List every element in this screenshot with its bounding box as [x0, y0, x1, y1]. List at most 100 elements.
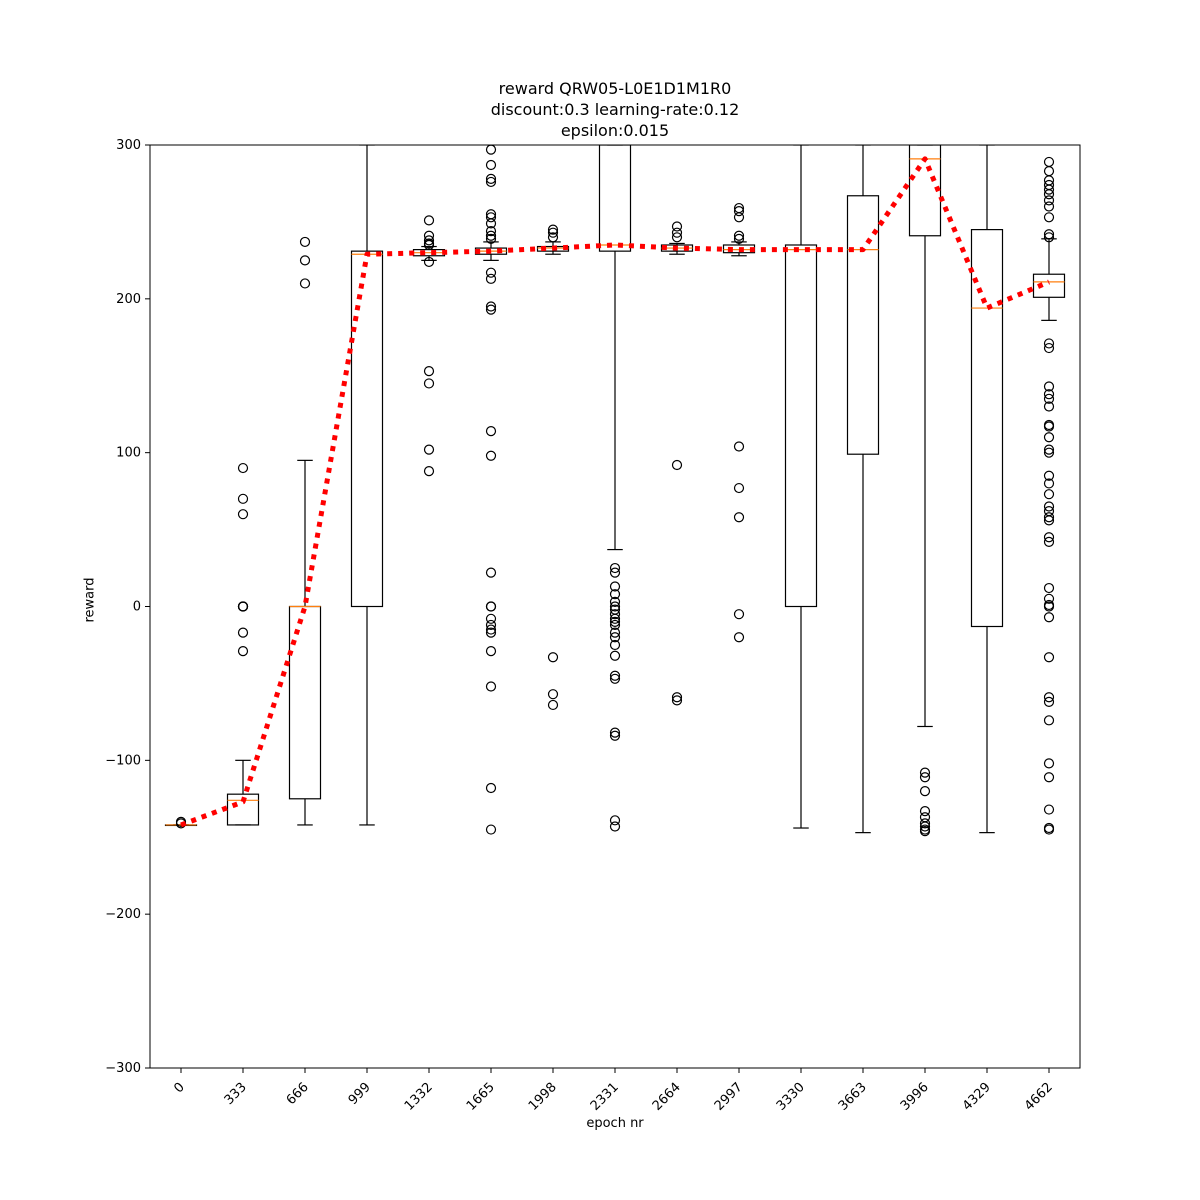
flier-point — [671, 459, 683, 471]
flier-point — [485, 230, 497, 241]
box — [846, 195, 880, 455]
flier-point — [919, 818, 931, 829]
flier-point — [609, 562, 621, 574]
flier-point — [671, 232, 683, 243]
flier-point — [1043, 612, 1055, 623]
flier-point — [485, 681, 497, 692]
flier-point — [237, 627, 249, 638]
flier-point — [1043, 772, 1055, 783]
flier-point — [733, 632, 745, 643]
flier-point — [485, 450, 497, 461]
flier-point — [609, 650, 621, 661]
flier-point — [1043, 212, 1055, 223]
flier-point — [423, 466, 435, 477]
flier-point — [485, 145, 497, 155]
box — [350, 250, 384, 608]
flier-point — [1043, 447, 1055, 458]
x-tick-label: 3663 — [836, 1080, 870, 1114]
flier-point — [485, 304, 497, 315]
flier-point — [1043, 393, 1055, 404]
flier-point — [485, 613, 497, 624]
flier-point — [609, 567, 621, 578]
flier-point — [609, 613, 621, 624]
x-tick-label: 3330 — [774, 1080, 808, 1114]
flier-point — [237, 646, 249, 657]
flier-point — [1043, 515, 1055, 526]
y-tick-label: 0 — [133, 600, 141, 615]
chart-title-line-3: epsilon:0.015 — [560, 121, 670, 140]
flier-point — [1043, 156, 1055, 168]
y-axis-label: reward — [82, 577, 98, 623]
x-tick-label: 2664 — [650, 1080, 684, 1114]
x-tick-label: 999 — [346, 1080, 374, 1108]
flier-point — [1043, 401, 1055, 412]
y-tick-label: 200 — [116, 292, 141, 307]
flier-point — [485, 267, 497, 278]
flier-point — [919, 772, 931, 783]
flier-point — [1043, 532, 1055, 543]
flier-point — [609, 632, 621, 643]
flier-point — [1043, 501, 1055, 512]
flier-point — [733, 512, 745, 523]
flier-point — [485, 176, 497, 188]
flier-point — [423, 366, 435, 377]
flier-point — [919, 785, 931, 797]
flier-point — [1043, 232, 1055, 243]
flier-point — [485, 601, 497, 612]
x-tick-label: 4662 — [1022, 1080, 1056, 1114]
flier-point — [1043, 601, 1055, 612]
flier-point — [299, 278, 311, 289]
chart-title-line-2: discount:0.3 learning-rate:0.12 — [490, 100, 740, 119]
flier-point — [733, 212, 745, 223]
flier-point — [609, 616, 621, 627]
flier-point — [1043, 389, 1055, 400]
flier-point — [237, 509, 249, 520]
flier-point — [485, 212, 497, 223]
flier-point — [609, 670, 621, 681]
y-tick-label: −100 — [105, 753, 141, 768]
flier-point — [485, 273, 497, 284]
flier-point — [609, 730, 621, 741]
flier-point — [671, 695, 683, 706]
flier-point — [1043, 489, 1055, 500]
flier-point — [1043, 184, 1055, 195]
box — [598, 145, 632, 252]
flier-point — [423, 235, 435, 246]
flier-point — [1043, 696, 1055, 707]
chart-title-line-1: reward QRW05-L0E1D1M1R0 — [498, 79, 732, 98]
flier-point — [609, 581, 621, 592]
flier-point — [733, 482, 745, 494]
flier-point — [609, 609, 621, 620]
flier-point — [1043, 593, 1055, 604]
flier-point — [609, 601, 621, 612]
x-tick-label: 666 — [284, 1080, 312, 1108]
y-tick-label: 100 — [116, 446, 141, 461]
flier-point — [1043, 381, 1055, 392]
y-tick-label: −300 — [105, 1061, 141, 1076]
flier-point — [485, 159, 497, 171]
flier-point — [1043, 195, 1055, 206]
flier-point — [1043, 421, 1055, 432]
flier-point — [485, 627, 497, 638]
box — [970, 229, 1004, 628]
flier-point — [609, 673, 621, 684]
flier-point — [1043, 652, 1055, 663]
flier-point — [609, 596, 621, 607]
flier-point — [423, 239, 435, 251]
flier-point — [919, 767, 931, 778]
x-tick-label: 333 — [222, 1080, 250, 1108]
flier-point — [237, 462, 249, 474]
x-tick-label: 2331 — [588, 1080, 622, 1114]
x-tick-label: 1998 — [526, 1080, 560, 1114]
x-tick-label: 0 — [171, 1080, 187, 1096]
flier-point — [733, 206, 745, 217]
flier-point — [609, 627, 621, 638]
flier-point — [485, 426, 497, 437]
x-axis-label: epoch nr — [586, 1116, 644, 1131]
flier-point — [547, 689, 559, 700]
flier-point — [733, 233, 745, 244]
flier-point — [609, 589, 621, 600]
flier-point — [547, 224, 559, 235]
flier-point — [919, 825, 931, 837]
